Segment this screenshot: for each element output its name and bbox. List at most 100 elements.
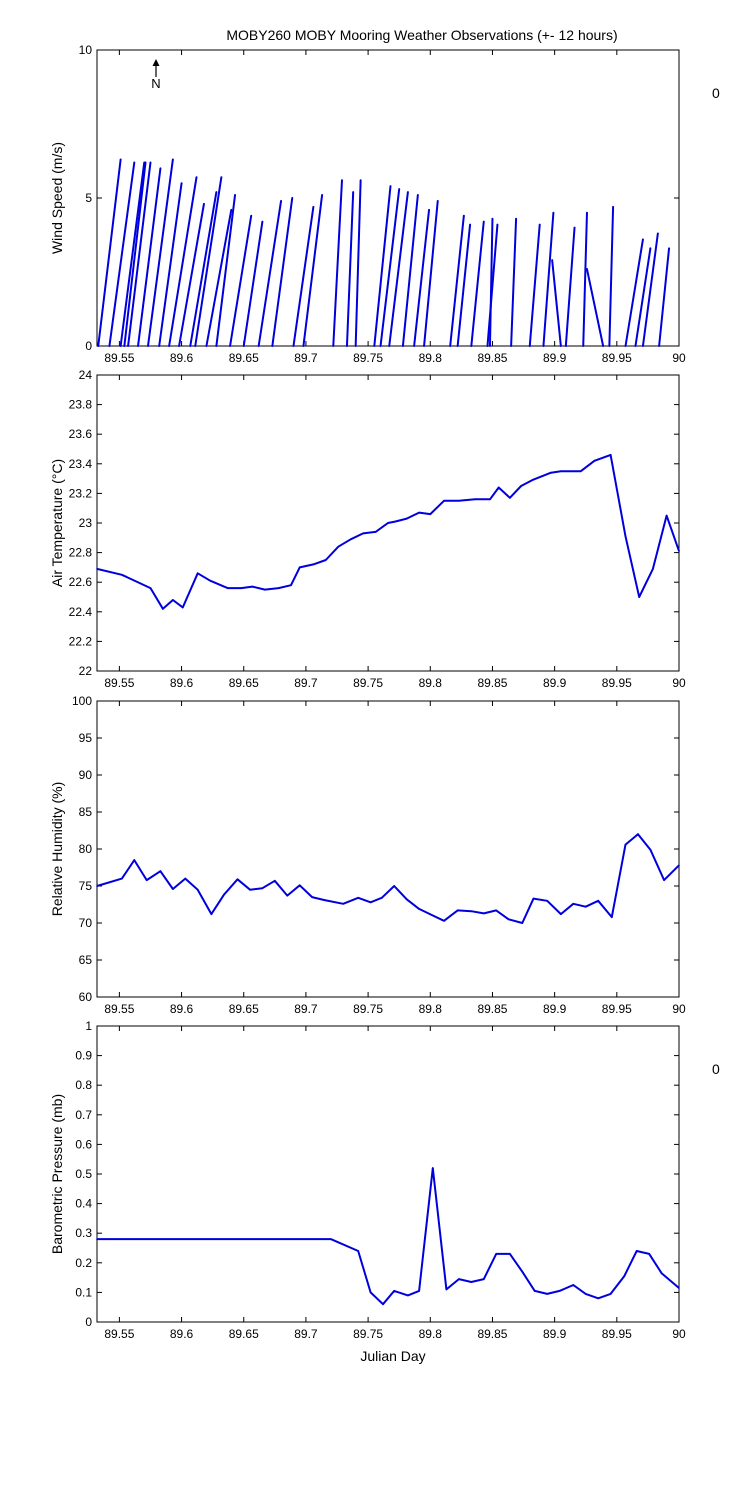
x-tick-label: 90 xyxy=(672,351,686,365)
wind-vector-stick xyxy=(97,158,122,347)
data-point xyxy=(638,596,641,598)
y-tick-label: 0.9 xyxy=(75,1049,92,1063)
wind-vector-stick xyxy=(456,223,472,347)
data-point xyxy=(430,914,433,916)
x-tick-label: 89.85 xyxy=(477,1002,507,1016)
data-point xyxy=(357,897,359,899)
data-point xyxy=(298,566,301,569)
data-point xyxy=(678,550,680,552)
data-point xyxy=(374,531,377,533)
data-point xyxy=(418,1290,420,1292)
x-tick-label: 89.9 xyxy=(543,1327,567,1341)
data-point xyxy=(663,879,665,881)
y-tick-label: 23.8 xyxy=(69,398,93,412)
barometric-pressure-panel: 89.55 89.6 89.65 89.7 89.75 89.8 89.85 89.9 89.9… xyxy=(49,1019,686,1341)
wind-vector-stick xyxy=(379,188,401,347)
x-tick-label: 89.8 xyxy=(419,1327,443,1341)
wind-vector-stick xyxy=(488,217,494,347)
data-point xyxy=(172,599,174,601)
x-tick-label: 90 xyxy=(672,1327,686,1341)
relative-humidity-panel: 89.55 89.6 89.65 89.7 89.75 89.8 89.85 89.9 89.9… xyxy=(49,694,686,1016)
x-tick-label: 89.95 xyxy=(602,351,632,365)
data-point xyxy=(223,894,225,896)
x-tick-label: 89.55 xyxy=(104,1327,134,1341)
wind-speed-panel: 89.55 89.6 89.65 89.7 89.75 89.8 89.85 89.9 89.9… xyxy=(49,43,686,365)
data-point xyxy=(96,1238,98,1240)
relative-humidity-axes-box xyxy=(96,700,680,998)
x-tick-label: 89.95 xyxy=(602,1327,632,1341)
data-point xyxy=(624,843,627,846)
y-tick-label: 60 xyxy=(79,990,93,1004)
y-tick-label: 0.1 xyxy=(75,1285,92,1299)
wind-vector-stick xyxy=(542,211,555,347)
data-point xyxy=(609,454,612,456)
wind-vector-stick xyxy=(123,161,147,347)
y-tick-label: 10 xyxy=(79,43,93,57)
data-point xyxy=(678,864,680,867)
barometric-pressure-series-line xyxy=(97,1167,680,1306)
wind-vector-stick xyxy=(354,179,362,347)
y-tick-label: 95 xyxy=(79,731,93,745)
x-tick-label: 89.65 xyxy=(229,351,259,365)
wind-vector-stick xyxy=(564,226,576,347)
wind-vector-stick xyxy=(137,167,162,347)
data-point xyxy=(236,878,239,881)
wind-vector-stick xyxy=(242,220,264,347)
y-tick-label: 24 xyxy=(79,368,93,382)
wind-vector-stick xyxy=(388,191,409,347)
data-point xyxy=(533,1290,536,1292)
y-tick-label: 100 xyxy=(72,694,92,708)
data-point xyxy=(572,1284,575,1286)
data-point xyxy=(470,1281,473,1283)
data-point xyxy=(342,902,345,905)
wind-vector-stick xyxy=(510,217,518,347)
y-tick-label: 22.4 xyxy=(69,605,93,619)
wind-vector-stick xyxy=(423,199,439,347)
wind-vector-stick xyxy=(215,194,237,347)
data-point xyxy=(312,563,315,566)
wind-vector-stick xyxy=(178,202,205,347)
wind-speed-y-axis-label: Wind Speed (m/s) xyxy=(49,142,65,254)
data-point xyxy=(362,532,364,535)
wind-vector-stick xyxy=(486,223,499,347)
data-point xyxy=(196,572,199,575)
data-point xyxy=(210,913,213,915)
data-point xyxy=(274,880,276,882)
x-axis-label: Julian Day xyxy=(360,1348,425,1364)
data-point xyxy=(196,888,199,891)
wind-side-value: 0 xyxy=(712,85,720,101)
data-point xyxy=(495,1253,497,1255)
y-tick-label: 0 xyxy=(85,339,92,353)
data-point xyxy=(546,900,548,902)
x-tick-label: 89.7 xyxy=(294,676,318,690)
data-point xyxy=(393,885,396,887)
y-tick-label: 0.7 xyxy=(75,1108,92,1122)
data-point xyxy=(611,916,613,918)
data-point xyxy=(458,500,460,502)
y-tick-label: 1 xyxy=(85,1019,92,1033)
data-point xyxy=(249,888,251,891)
wind-vector-stick xyxy=(585,268,605,347)
data-point xyxy=(121,877,123,880)
y-tick-label: 85 xyxy=(79,805,93,819)
y-tick-label: 22.8 xyxy=(69,546,93,560)
data-point xyxy=(323,899,326,901)
y-tick-label: 0.3 xyxy=(75,1226,92,1240)
wind-vector-stick xyxy=(158,182,183,347)
x-tick-label: 89.8 xyxy=(419,676,443,690)
data-point xyxy=(443,919,445,922)
data-point xyxy=(357,1250,359,1252)
relative-humidity-series-line xyxy=(96,833,680,924)
data-point xyxy=(182,606,184,609)
data-point xyxy=(418,511,420,514)
wind-vector-stick xyxy=(108,161,136,347)
data-point xyxy=(609,1293,612,1295)
wind-vector-stick xyxy=(401,194,419,347)
data-point xyxy=(209,579,211,582)
data-point xyxy=(482,912,485,915)
data-point xyxy=(474,498,476,501)
wind-vector-stick xyxy=(373,185,392,347)
y-tick-label: 23.4 xyxy=(69,457,93,471)
data-point xyxy=(311,896,313,898)
y-tick-label: 0.5 xyxy=(75,1167,92,1181)
